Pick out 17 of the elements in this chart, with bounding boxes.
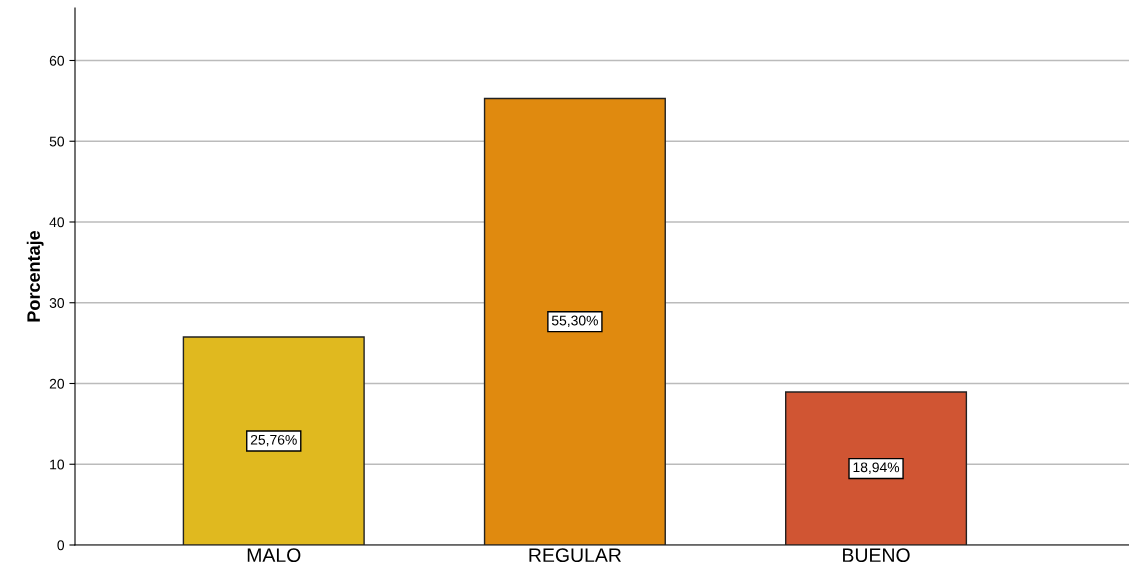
x-tick-label: BUENO (843, 548, 910, 563)
bar (785, 391, 968, 545)
data-label: 25,76% (250, 434, 297, 447)
data-label: 18,94% (853, 462, 900, 474)
y-tick-label: 20 (49, 378, 65, 389)
y-tick-label: 40 (49, 217, 65, 228)
bar (182, 336, 365, 545)
y-tick-label: 10 (50, 459, 65, 470)
data-label: 55,30% (551, 315, 598, 328)
y-axis-title: Porcentaje (26, 230, 44, 322)
x-tick-label: MALO (247, 548, 301, 563)
y-tick-label: 60 (49, 55, 65, 66)
y-tick-label: 50 (49, 136, 65, 147)
y-tick-label: 30 (49, 298, 65, 308)
bar (483, 97, 666, 545)
y-tick-label: 0 (57, 540, 65, 551)
x-tick-label: REGULAR (529, 548, 621, 563)
